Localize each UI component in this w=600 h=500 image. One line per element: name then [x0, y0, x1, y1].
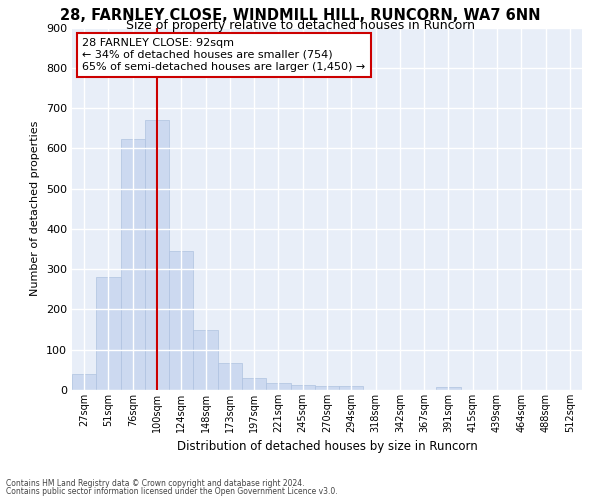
Bar	[436, 387, 461, 390]
Bar	[72, 374, 96, 390]
Bar	[315, 386, 339, 390]
Bar	[96, 277, 121, 390]
X-axis label: Distribution of detached houses by size in Runcorn: Distribution of detached houses by size …	[176, 440, 478, 454]
Bar	[121, 140, 145, 390]
Bar	[266, 383, 290, 390]
Bar	[339, 386, 364, 390]
Bar	[169, 251, 193, 390]
Text: Contains public sector information licensed under the Open Government Licence v3: Contains public sector information licen…	[6, 487, 338, 496]
Text: 28, FARNLEY CLOSE, WINDMILL HILL, RUNCORN, WA7 6NN: 28, FARNLEY CLOSE, WINDMILL HILL, RUNCOR…	[60, 8, 540, 22]
Bar	[290, 385, 315, 390]
Bar	[193, 330, 218, 390]
Text: Contains HM Land Registry data © Crown copyright and database right 2024.: Contains HM Land Registry data © Crown c…	[6, 478, 305, 488]
Text: 28 FARNLEY CLOSE: 92sqm
← 34% of detached houses are smaller (754)
65% of semi-d: 28 FARNLEY CLOSE: 92sqm ← 34% of detache…	[82, 38, 365, 72]
Y-axis label: Number of detached properties: Number of detached properties	[31, 121, 40, 296]
Text: Size of property relative to detached houses in Runcorn: Size of property relative to detached ho…	[125, 18, 475, 32]
Bar	[145, 120, 169, 390]
Bar	[218, 363, 242, 390]
Bar	[242, 378, 266, 390]
